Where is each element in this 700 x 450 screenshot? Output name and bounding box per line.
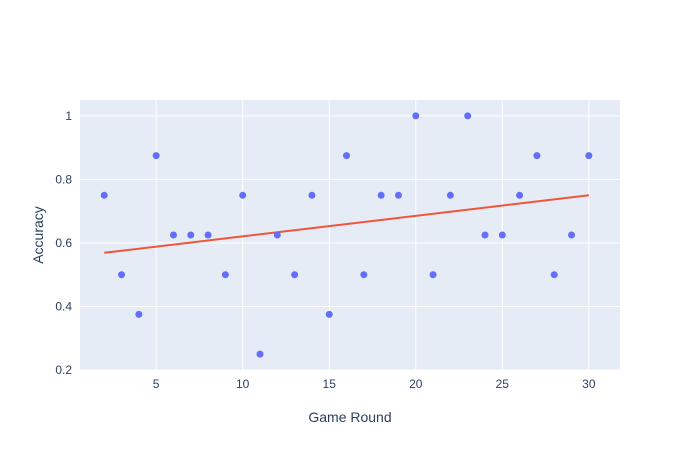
grid-lines (80, 100, 620, 371)
data-point (377, 191, 385, 199)
data-point (360, 271, 368, 279)
data-point (118, 271, 126, 279)
x-tick-labels: 5 10 15 20 25 30 (153, 377, 596, 391)
data-point (204, 231, 212, 239)
data-point (343, 152, 351, 160)
x-axis-title: Game Round (308, 409, 391, 425)
trend-line (104, 194, 589, 254)
trend-lines (104, 194, 589, 254)
data-point (100, 191, 108, 199)
data-point (256, 350, 264, 358)
data-point (221, 271, 229, 279)
x-tick-label: 25 (496, 377, 510, 391)
data-points (100, 112, 593, 358)
y-tick-labels: 0.2 0.4 0.6 0.8 1 (55, 109, 72, 377)
y-tick-label: 0.2 (55, 363, 72, 377)
data-point (394, 191, 402, 199)
data-point (152, 152, 160, 160)
data-point (550, 271, 558, 279)
y-axis-title: Accuracy (30, 206, 46, 264)
data-point (481, 231, 489, 239)
data-point (169, 231, 177, 239)
data-point (239, 191, 247, 199)
data-point (533, 152, 541, 160)
x-tick-label: 5 (153, 377, 160, 391)
data-point (187, 231, 195, 239)
y-tick-label: 0.4 (55, 299, 72, 313)
data-point (135, 310, 143, 318)
x-tick-label: 30 (582, 377, 596, 391)
data-point (291, 271, 299, 279)
data-point (464, 112, 472, 120)
y-tick-label: 0.6 (55, 236, 72, 250)
data-point (516, 191, 524, 199)
data-point (446, 191, 454, 199)
x-tick-label: 15 (323, 377, 337, 391)
data-point (498, 231, 506, 239)
data-point (585, 152, 593, 160)
x-tick-label: 10 (236, 377, 250, 391)
y-tick-label: 0.8 (55, 172, 72, 186)
plot-area (80, 100, 620, 370)
data-point (273, 231, 281, 239)
y-tick-label: 1 (65, 109, 72, 123)
data-point (568, 231, 576, 239)
x-tick-label: 20 (409, 377, 423, 391)
data-point (412, 112, 420, 120)
data-point (429, 271, 437, 279)
data-point (325, 310, 333, 318)
data-point (308, 191, 316, 199)
